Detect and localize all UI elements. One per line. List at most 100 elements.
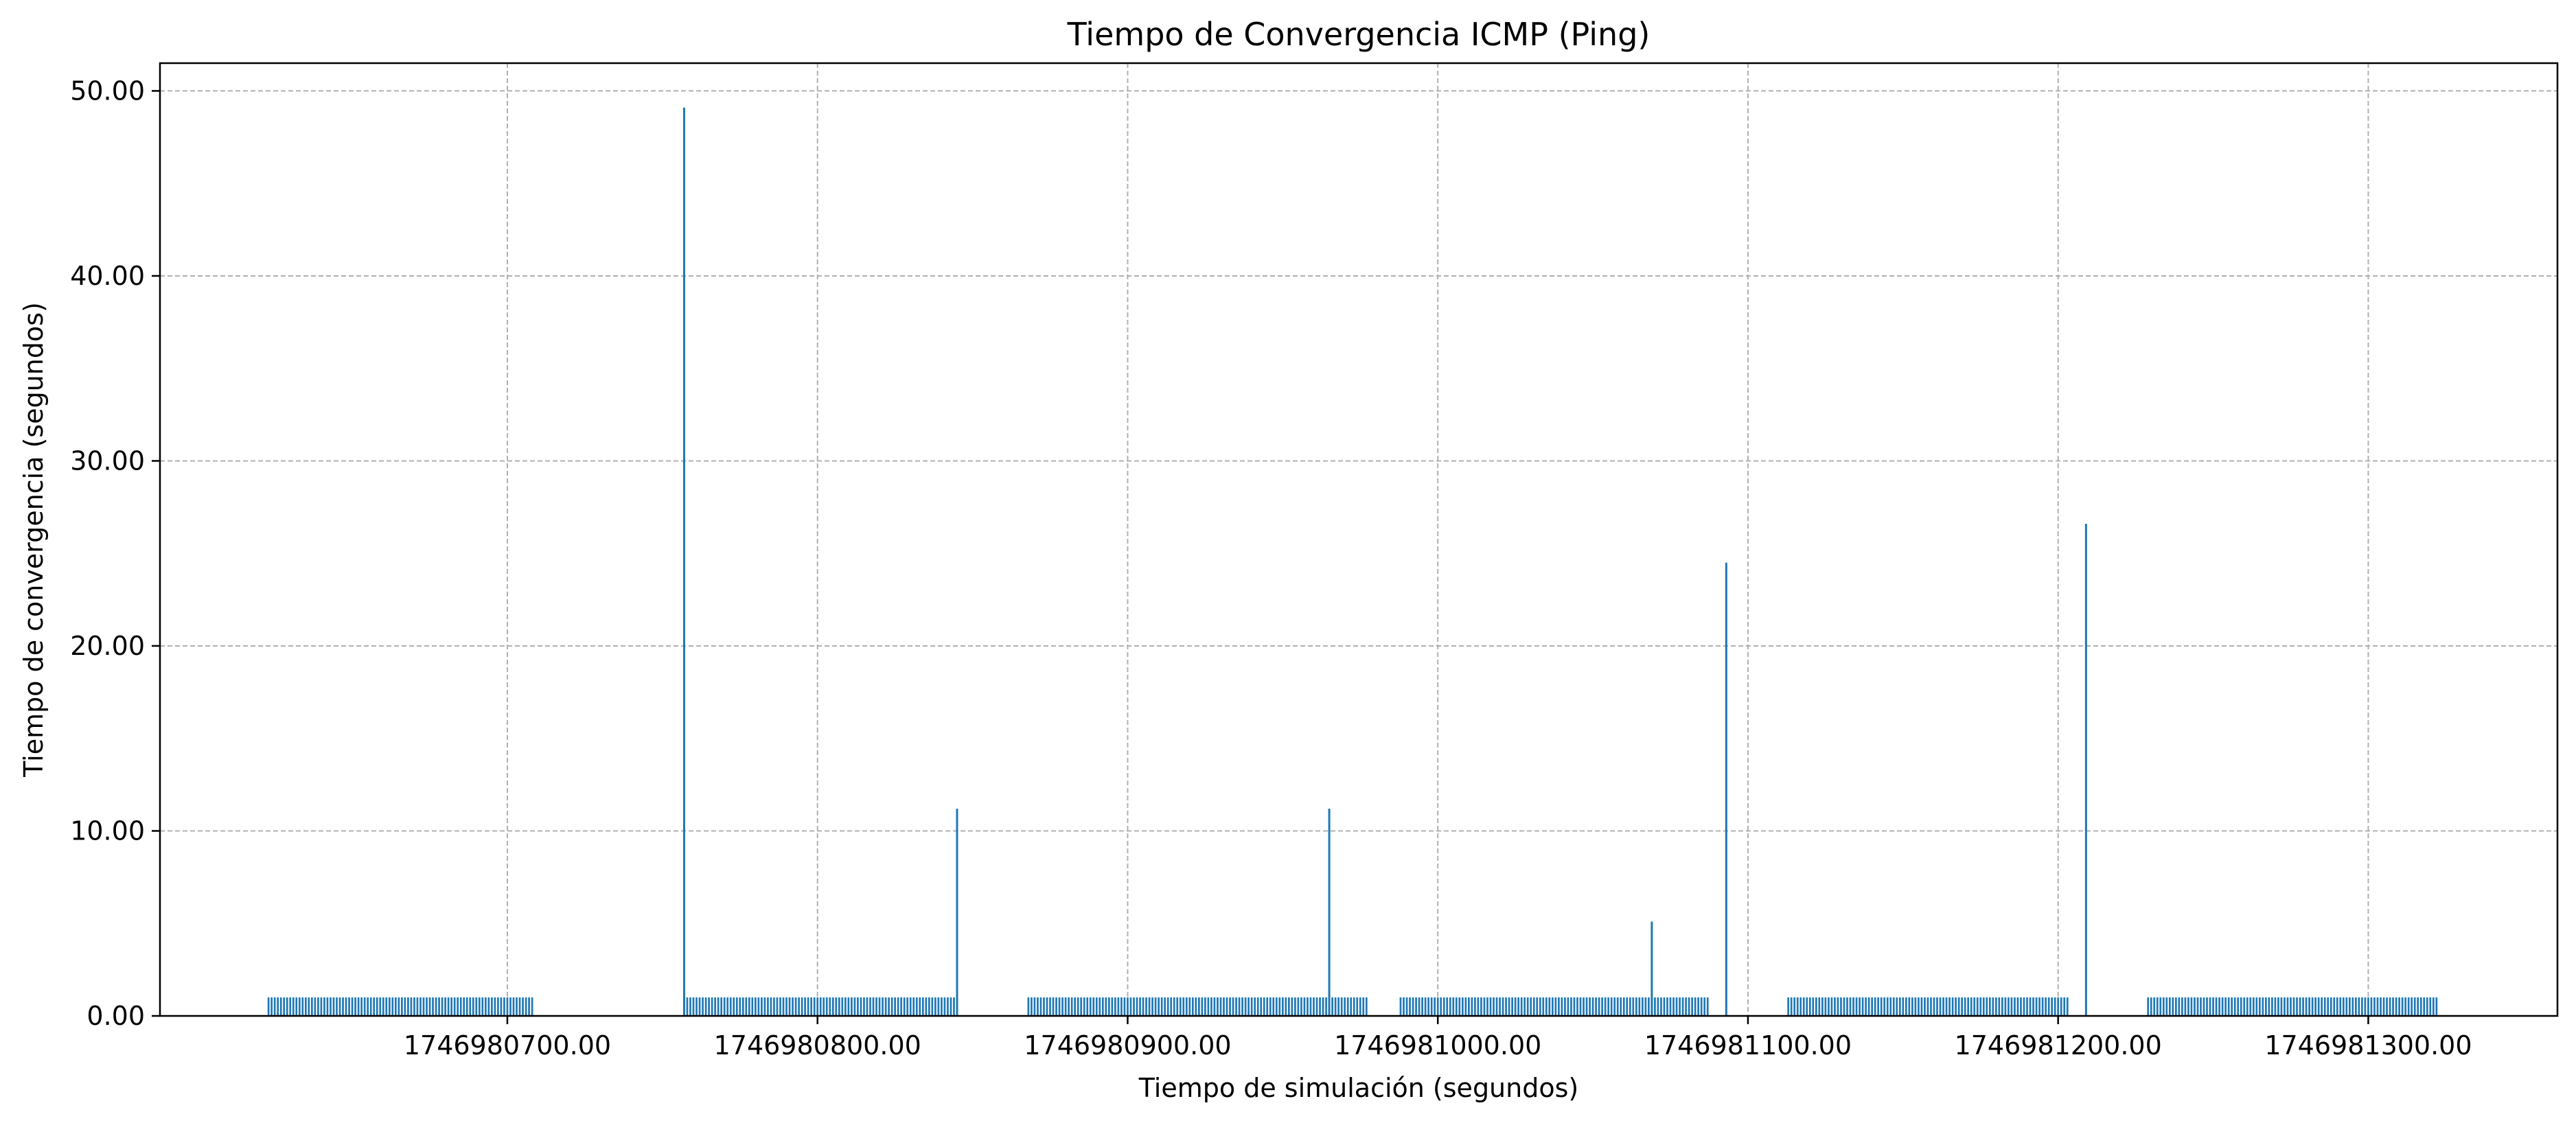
bar xyxy=(1424,997,1427,1016)
bar xyxy=(1536,997,1539,1016)
bar xyxy=(304,997,307,1016)
bar xyxy=(2305,997,2308,1016)
bar xyxy=(2016,997,2019,1016)
bar xyxy=(531,997,533,1016)
bar xyxy=(2302,997,2304,1016)
bar xyxy=(516,997,518,1016)
bar xyxy=(1105,997,1107,1016)
bar xyxy=(2286,997,2289,1016)
bar xyxy=(1570,997,1572,1016)
x-tick-label: 1746981300.00 xyxy=(2264,1030,2472,1061)
bar xyxy=(413,997,415,1016)
bar xyxy=(2020,997,2022,1016)
bar xyxy=(484,997,487,1016)
bar xyxy=(1307,997,1309,1016)
bar xyxy=(1049,997,1051,1016)
bar xyxy=(792,997,794,1016)
bar xyxy=(1828,997,1830,1016)
bar xyxy=(357,997,360,1016)
bar xyxy=(1520,997,1523,1016)
bar xyxy=(1031,997,1033,1016)
bar xyxy=(1635,997,1637,1016)
bar xyxy=(2249,997,2252,1016)
bar xyxy=(875,997,877,1016)
bar xyxy=(1579,997,1582,1016)
bar xyxy=(1154,997,1157,1016)
bar xyxy=(1319,997,1321,1016)
bar xyxy=(407,997,409,1016)
x-tick-label: 1746981100.00 xyxy=(1644,1030,1852,1061)
bar xyxy=(1936,997,1938,1016)
bar xyxy=(283,997,286,1016)
bar xyxy=(1043,997,1045,1016)
bar xyxy=(512,997,515,1016)
bar xyxy=(779,997,781,1016)
bar xyxy=(2392,997,2394,1016)
bar xyxy=(1942,997,1944,1016)
bar xyxy=(1117,997,1120,1016)
bar xyxy=(1027,997,1030,1016)
bar xyxy=(1331,997,1333,1016)
bar xyxy=(1613,997,1616,1016)
bar xyxy=(1145,997,1147,1016)
bar xyxy=(745,997,748,1016)
bar xyxy=(1967,997,1970,1016)
bar xyxy=(311,997,313,1016)
bar xyxy=(332,997,335,1016)
bar xyxy=(2035,997,2038,1016)
bar xyxy=(711,997,713,1016)
bar xyxy=(1796,997,1799,1016)
spike-bar xyxy=(2084,524,2087,1016)
bar xyxy=(1238,997,1241,1016)
bar xyxy=(323,997,325,1016)
bar xyxy=(394,997,397,1016)
bar xyxy=(2407,997,2410,1016)
bar xyxy=(1185,997,1188,1016)
bar xyxy=(463,997,465,1016)
bar xyxy=(465,997,468,1016)
bar xyxy=(925,997,928,1016)
bar xyxy=(1703,997,1706,1016)
bar xyxy=(1120,997,1123,1016)
bar xyxy=(1685,997,1687,1016)
bar xyxy=(1455,997,1458,1016)
bar xyxy=(807,997,809,1016)
bar xyxy=(2413,997,2416,1016)
bar xyxy=(404,997,406,1016)
bar xyxy=(1099,997,1101,1016)
bar xyxy=(2240,997,2242,1016)
bar xyxy=(704,997,707,1016)
bar xyxy=(714,997,716,1016)
bar xyxy=(1657,997,1659,1016)
bar xyxy=(2147,997,2150,1016)
y-tick-label: 50.00 xyxy=(70,76,145,106)
bar xyxy=(1523,997,1526,1016)
bar xyxy=(2168,997,2171,1016)
bar xyxy=(286,997,288,1016)
bar xyxy=(763,997,766,1016)
bar xyxy=(1514,997,1517,1016)
bar xyxy=(1294,997,1296,1016)
bar xyxy=(2014,997,2016,1016)
bar xyxy=(1502,997,1504,1016)
bar xyxy=(1558,997,1560,1016)
bars-group xyxy=(267,107,2438,1017)
bar xyxy=(782,997,785,1016)
bar xyxy=(1247,997,1250,1016)
bar xyxy=(1622,997,1625,1016)
bar xyxy=(1957,997,1960,1016)
bar xyxy=(450,997,452,1016)
bar xyxy=(863,997,865,1016)
bar xyxy=(2008,997,2010,1016)
bar xyxy=(1068,997,1070,1016)
bar xyxy=(385,997,388,1016)
bar xyxy=(1554,997,1557,1016)
bar xyxy=(1499,997,1501,1016)
bar xyxy=(1092,997,1095,1016)
bar xyxy=(1164,997,1166,1016)
bar xyxy=(1055,997,1057,1016)
bar xyxy=(934,997,936,1016)
bar xyxy=(1799,997,1802,1016)
bar xyxy=(1151,997,1153,1016)
bar xyxy=(1787,997,1790,1016)
